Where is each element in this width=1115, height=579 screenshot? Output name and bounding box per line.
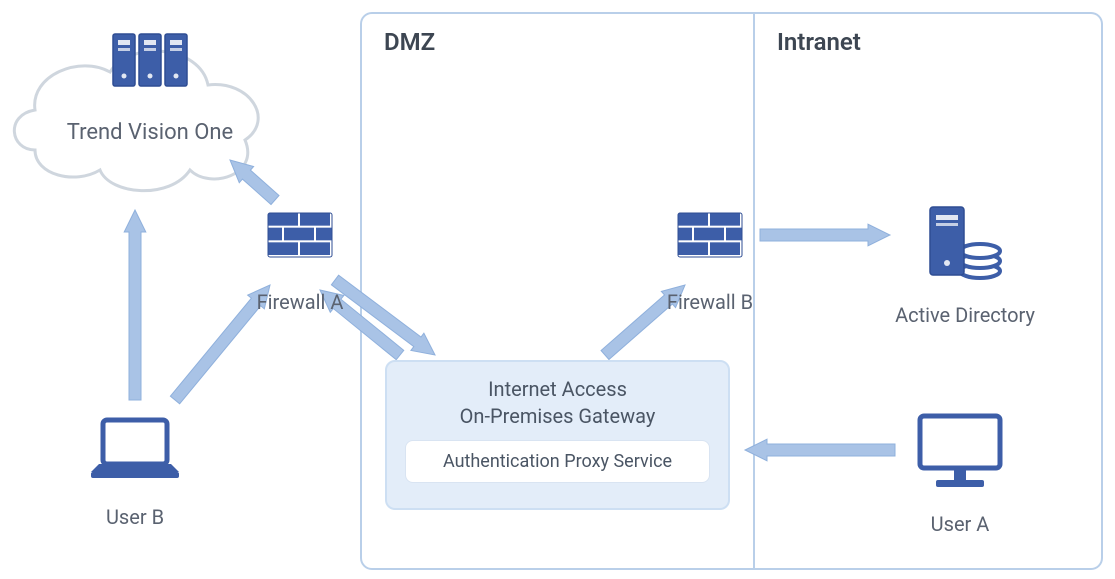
gateway-box: Internet Access On-Premises Gateway Auth… [385,360,730,510]
user-a-label: User A [860,512,1060,536]
gateway-title: Internet Access On-Premises Gateway [405,376,710,430]
auth-proxy-box: Authentication Proxy Service [405,440,710,483]
gateway-title-line2: On-Premises Gateway [460,404,656,428]
active-directory-label: Active Directory [865,302,1065,328]
firewall-a-label: Firewall A [200,290,400,314]
zone-dmz-title: DMZ [384,28,435,56]
cloud-label: Trend Vision One [30,120,270,145]
diagram-canvas: DMZ Intranet [0,0,1115,579]
user-b-label: User B [35,505,235,529]
zone-intranet-title: Intranet [777,28,861,56]
firewall-b-label: Firewall B [610,290,810,314]
gateway-title-line1: Internet Access [488,377,627,401]
